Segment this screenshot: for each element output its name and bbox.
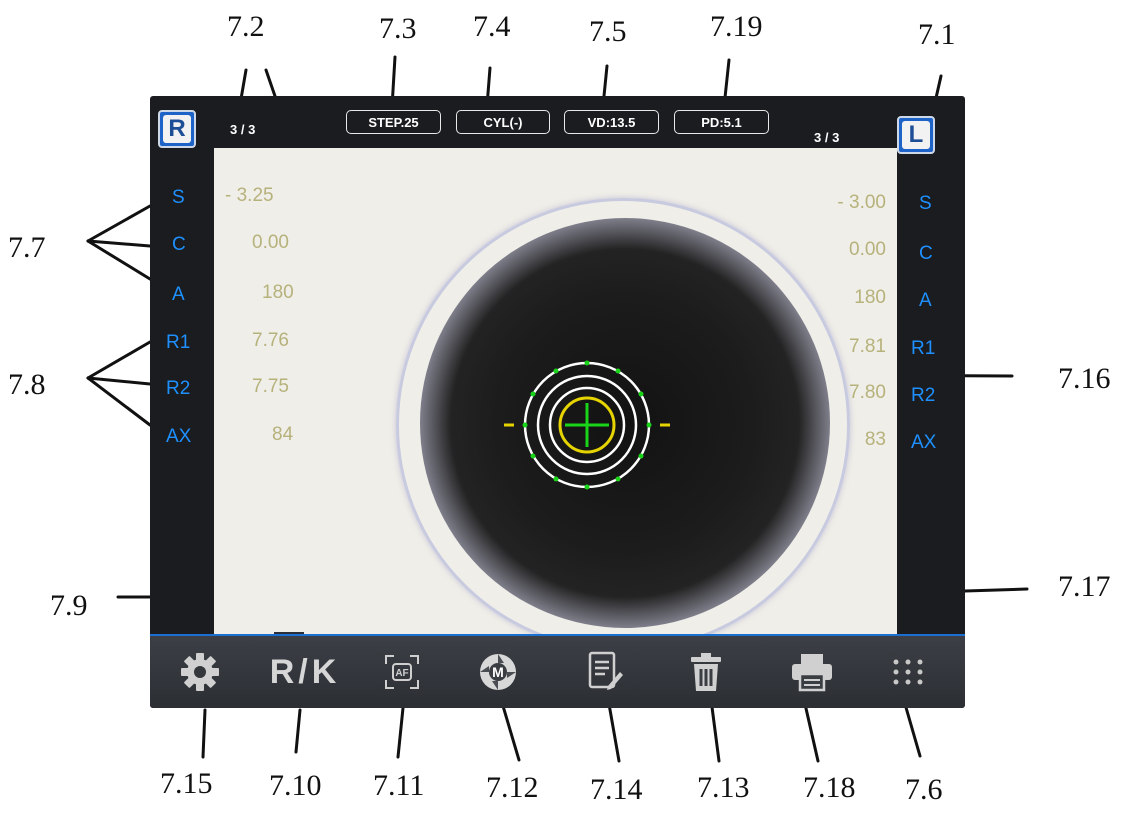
right-kaxis-value: 84	[272, 424, 294, 445]
callout-7-16: 7.16	[1058, 362, 1111, 395]
cylinder-button[interactable]: CYL(-)	[456, 110, 550, 134]
menu-grid-button[interactable]	[878, 650, 938, 694]
right-kaxis-label: AX	[166, 426, 192, 447]
right-eye-label: R	[163, 115, 191, 143]
left-r2-value: 7.80	[849, 382, 886, 403]
callout-7-17: 7.17	[1058, 570, 1111, 603]
callout-7-3: 7.3	[379, 12, 417, 45]
step-label: STEP.25	[368, 114, 419, 130]
left-cylinder-label: C	[919, 243, 933, 264]
right-axis-label: A	[172, 284, 185, 305]
autofocus-label: AF	[395, 668, 408, 679]
cylinder-label: CYL(-)	[483, 114, 523, 130]
left-r1-value: 7.81	[849, 336, 886, 357]
callout-7-2: 7.2	[227, 10, 265, 43]
callout-7-15: 7.15	[160, 767, 213, 800]
right-r1-value: 7.76	[252, 330, 289, 351]
callout-7-6: 7.6	[905, 773, 943, 806]
callout-7-4: 7.4	[473, 10, 511, 43]
callout-7-13: 7.13	[697, 771, 750, 804]
left-eye-button[interactable]: L	[897, 116, 935, 154]
rk-mode-label: R/K	[269, 652, 341, 691]
callout-7-19: 7.19	[710, 10, 763, 43]
right-cylinder-value: 0.00	[252, 232, 289, 253]
right-sphere-value: - 3.25	[225, 185, 274, 206]
callout-7-7: 7.7	[8, 231, 46, 264]
callout-7-14: 7.14	[590, 773, 643, 806]
delete-button[interactable]	[676, 650, 736, 694]
right-eye-button[interactable]: R	[158, 110, 196, 148]
callout-7-5: 7.5	[589, 15, 627, 48]
vertex-distance-label: VD:13.5	[587, 114, 636, 130]
print-button[interactable]	[782, 650, 842, 694]
printer-icon	[792, 654, 832, 692]
pupil-distance-button[interactable]: PD:5.1	[674, 110, 769, 134]
autofocus-button[interactable]: AF	[372, 650, 432, 694]
bottom-toolbar: R/K AF M	[150, 634, 965, 708]
right-r2-value: 7.75	[252, 376, 289, 397]
vertex-distance-button[interactable]: VD:13.5	[564, 110, 659, 134]
camera-view	[214, 148, 897, 708]
manual-mode-label: M	[492, 664, 504, 680]
right-r1-label: R1	[166, 332, 191, 353]
settings-button[interactable]	[170, 650, 230, 694]
left-kaxis-value: 83	[864, 429, 886, 450]
manual-mode-button[interactable]: M	[468, 650, 528, 694]
right-cylinder-label: C	[172, 234, 186, 255]
trash-icon	[691, 653, 721, 691]
notes-button[interactable]	[574, 650, 634, 694]
callout-7-9: 7.9	[50, 589, 88, 622]
green-alignment-dots	[522, 360, 652, 490]
grid-menu-icon	[893, 659, 923, 685]
left-sphere-label: S	[919, 193, 932, 214]
gear-icon	[181, 653, 219, 691]
callout-7-10: 7.10	[269, 769, 322, 802]
left-axis-value: 180	[854, 287, 886, 308]
autofocus-icon: AF	[385, 655, 419, 689]
right-measurement-count: 3 / 3	[230, 122, 256, 137]
left-eye-label: L	[902, 121, 930, 149]
notes-icon	[588, 651, 623, 690]
device-screen: R 3 / 3 STEP.25 CYL(-) VD:13.5 PD:5.1 3 …	[150, 96, 965, 708]
right-axis-value: 180	[262, 282, 294, 303]
left-cylinder-value: 0.00	[849, 239, 886, 260]
left-r1-label: R1	[911, 338, 936, 359]
left-axis-label: A	[919, 290, 932, 311]
left-measurement-count: 3 / 3	[814, 130, 840, 145]
alignment-target	[504, 360, 670, 490]
right-r2-label: R2	[166, 378, 191, 399]
callout-7-1: 7.1	[918, 18, 956, 51]
callout-7-8: 7.8	[8, 368, 46, 401]
rk-mode-button[interactable]: R/K	[250, 650, 360, 694]
manual-mode-icon: M	[480, 654, 516, 690]
left-sphere-value: - 3.00	[837, 192, 886, 213]
callout-7-12: 7.12	[486, 771, 539, 804]
right-sphere-label: S	[172, 187, 185, 208]
left-kaxis-label: AX	[911, 432, 937, 453]
pupil-distance-label: PD:5.1	[701, 114, 742, 130]
callout-7-11: 7.11	[373, 769, 425, 802]
step-button[interactable]: STEP.25	[346, 110, 441, 134]
callout-7-18: 7.18	[803, 771, 856, 804]
left-r2-label: R2	[911, 385, 936, 406]
